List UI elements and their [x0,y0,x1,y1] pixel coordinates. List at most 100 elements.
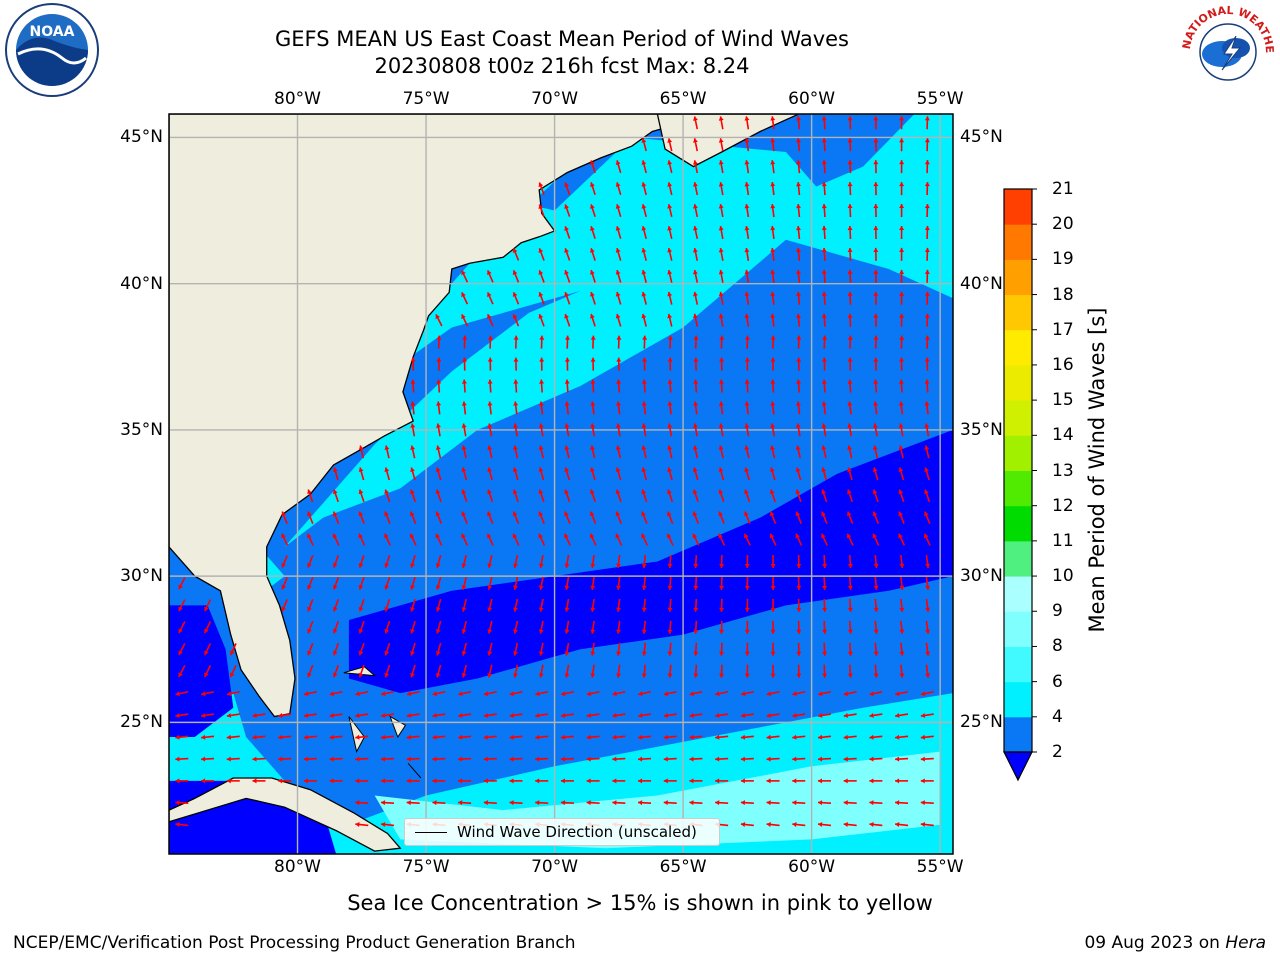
nova-scotia [656,114,800,168]
wave-direction-arrowhead [744,160,750,165]
map-legend: Wind Wave Direction (unscaled) [404,818,720,846]
wave-direction-arrowhead [435,511,441,517]
wave-direction-arrowhead [796,291,802,297]
wave-direction-arrowhead [744,533,749,539]
wave-direction-arrowhead [847,379,853,384]
wave-direction-arrowhead [719,357,725,362]
wave-direction-arrowhead [535,734,540,740]
wave-direction-arrowhead [513,379,519,384]
wave-direction-arrowhead [332,584,338,590]
wave-direction-arrowhead [175,822,180,827]
wave-direction-arrowhead [693,651,699,656]
wave-direction-arrowhead [410,467,415,473]
wave-direction-arrowhead [770,160,776,165]
wave-direction-arrowhead [564,607,570,612]
wave-direction-arrowhead [822,335,828,340]
wave-direction-arrowhead [822,651,828,656]
wave-direction-arrowhead [435,651,441,656]
wave-direction-arrowhead [281,606,287,612]
wave-direction-arrowhead [435,672,441,678]
wave-direction-arrowhead [435,314,441,320]
wave-direction-arrowhead [692,248,698,253]
wave-direction-arrowhead [667,182,673,187]
wave-direction-arrowhead [821,445,827,450]
wave-direction-arrowhead [487,423,493,428]
wave-direction-arrowhead [770,116,776,121]
wave-direction-arrowhead [564,204,569,209]
wave-direction-arrowhead [869,734,874,740]
wave-direction-arrowhead [381,712,386,718]
wave-direction-arrowhead [718,423,724,428]
wave-direction-arrowhead [899,313,905,318]
wave-direction-arrowhead [381,734,386,740]
wave-direction-arrowhead [512,314,518,319]
wave-direction-arrowhead [560,800,566,806]
credit-branch: NCEP/EMC/Verification Post Processing Pr… [13,933,576,953]
wave-direction-arrowhead [564,401,570,406]
wave-direction-arrowhead [461,651,467,656]
wave-direction-arrowhead [898,489,904,495]
wave-direction-arrowhead [847,160,853,165]
lat-label-left: 25°N [120,712,163,733]
wave-direction-arrowhead [898,401,904,406]
wave-direction-arrowhead [873,401,879,406]
wave-direction-arrowhead [461,270,466,276]
wave-direction-arrowhead [252,712,257,718]
wave-direction-arrowhead [513,401,519,406]
wave-direction-arrowhead [278,756,283,762]
wave-direction-arrowhead [384,650,390,656]
wave-direction-arrowhead [332,489,338,495]
wave-direction-arrowhead [564,357,570,362]
wave-direction-arrowhead [435,467,441,473]
wave-direction-arrowhead [564,423,570,428]
wave-direction-arrowhead [663,756,668,762]
wave-direction-arrowhead [332,511,338,517]
wave-direction-arrowhead [715,734,720,740]
colorbar-segment [1004,400,1032,436]
wave-direction-arrowhead [175,712,180,718]
wave-direction-arrowhead [509,778,514,784]
land-mass [169,114,800,852]
wave-direction-arrowhead [641,673,647,678]
wave-direction-arrowhead [590,445,596,450]
wave-direction-arrowhead [692,138,698,143]
wave-direction-arrowhead [663,800,668,806]
wave-direction-arrowhead [899,335,905,340]
wave-direction-arrowhead [589,160,595,166]
colorbar-tick-label: 19 [1052,249,1074,270]
wave-direction-arrowhead [847,225,853,231]
wave-direction-arrowhead [509,756,514,762]
wave-direction-arrowhead [770,607,776,612]
wave-direction-arrowhead [564,467,570,473]
wave-direction-arrowhead [873,247,879,252]
wave-direction-arrowhead [718,313,724,319]
wave-direction-arrowhead [924,445,930,450]
wave-direction-arrowhead [924,379,930,384]
wave-direction-arrowhead [461,511,466,517]
wave-direction-arrowhead [616,585,622,590]
wave-direction-arrowhead [355,822,360,827]
wave-direction-arrowhead [869,691,874,697]
wave-direction-arrowhead [175,734,180,740]
wave-direction-arrowhead [409,511,415,517]
wave-direction-arrowhead [384,445,390,450]
wave-direction-arrowhead [462,357,468,362]
wave-direction-arrowhead [899,160,905,165]
wave-direction-arrowhead [381,691,386,697]
wave-direction-arrowhead [817,778,822,784]
wave-direction-arrowhead [821,467,827,473]
wave-direction-arrowhead [564,651,570,656]
wave-direction-arrowhead [692,116,698,121]
wave-direction-arrowhead [821,160,827,165]
lon-label-top: 55°W [916,89,964,109]
wave-direction-arrowhead [226,712,232,718]
wave-direction-arrowhead [458,691,463,697]
wave-direction-arrowhead [925,607,931,612]
wave-direction-arrowhead [384,467,390,473]
wave-direction-arrowhead [693,673,699,678]
wave-direction-arrowhead [895,756,900,762]
wave-direction-arrowhead [589,248,595,253]
colorbar-segment [1004,505,1032,542]
wave-direction-arrowhead [847,204,853,209]
